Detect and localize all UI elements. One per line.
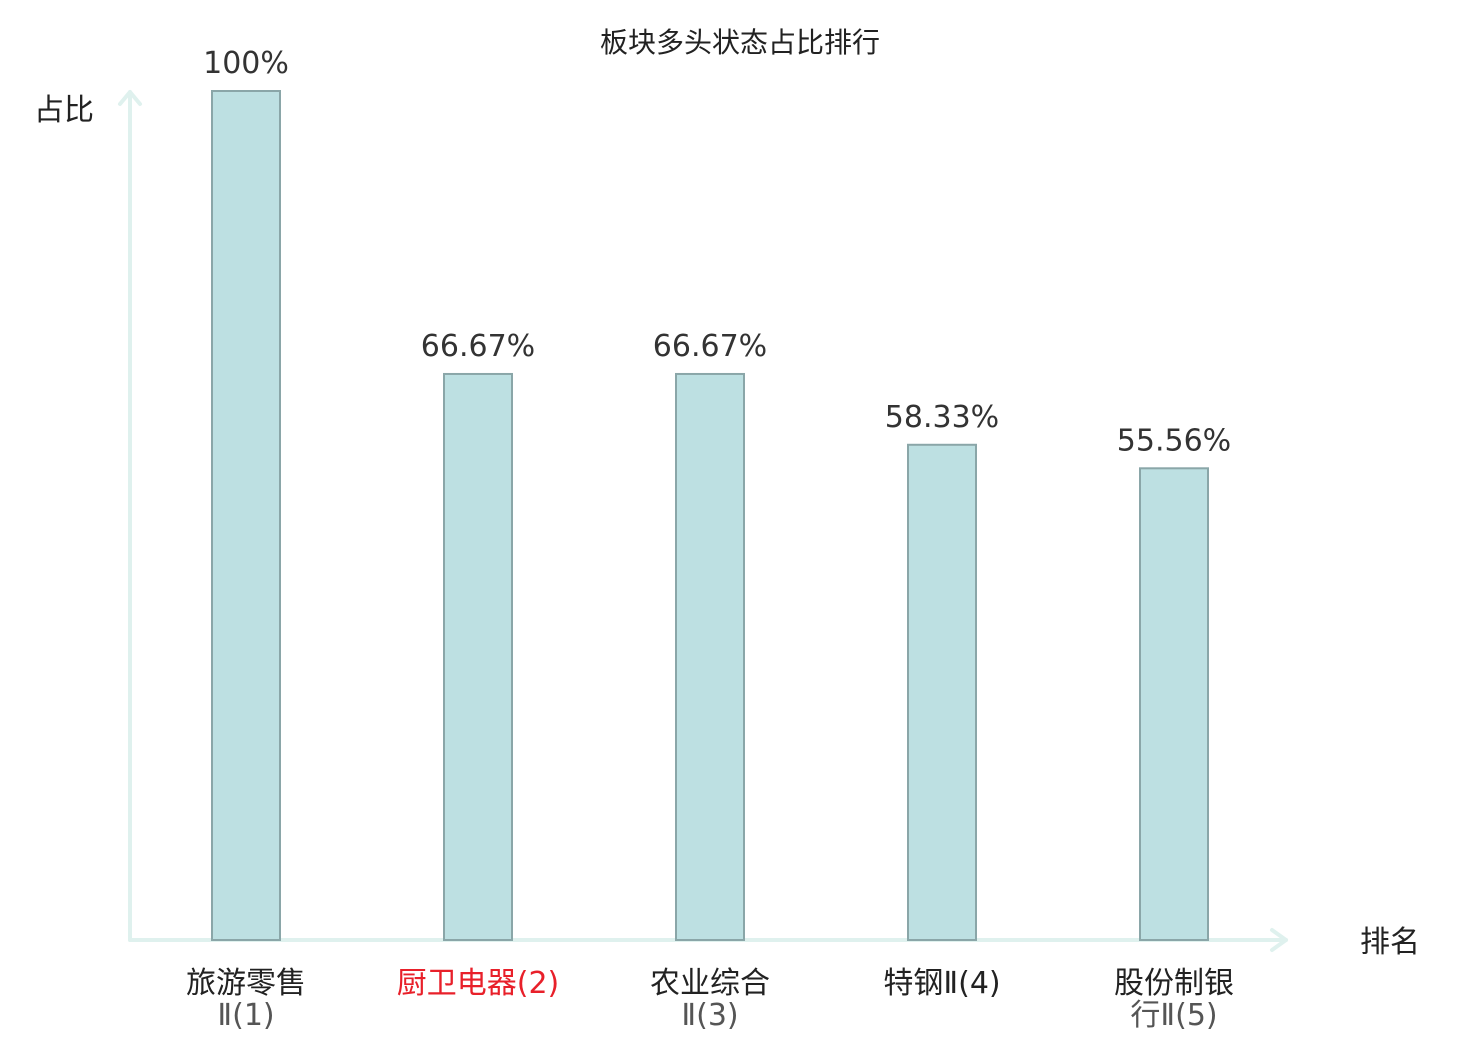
x-axis-label: 排名: [1360, 925, 1420, 960]
category-label-1-line2: Ⅱ(1): [217, 998, 274, 1033]
bar-2: [443, 372, 513, 942]
category-label-4: 特钢Ⅱ(4): [883, 966, 1000, 1001]
value-label-3: 66.67%: [653, 329, 767, 364]
category-label-5: 股份制银: [1114, 966, 1234, 1001]
bars-group: [211, 90, 1209, 942]
category-label-2: 厨卫电器(2): [397, 966, 560, 1001]
bar-4: [907, 443, 977, 941]
y-axis-label: 占比: [34, 93, 94, 128]
value-label-5: 55.56%: [1117, 423, 1231, 458]
category-label-5-line2: 行Ⅱ(5): [1130, 998, 1217, 1033]
category-label-3-line2: Ⅱ(3): [681, 998, 738, 1033]
bar-5: [1139, 467, 1209, 941]
value-label-4: 58.33%: [885, 400, 999, 435]
x-axis-arrow-icon: [1270, 928, 1288, 952]
value-label-2: 66.67%: [421, 329, 535, 364]
chart-title: 板块多头状态占比排行: [600, 26, 880, 59]
category-label-3: 农业综合: [650, 966, 770, 1001]
bar-3: [675, 372, 745, 942]
bar-1: [211, 90, 281, 941]
value-label-1: 100%: [203, 46, 289, 81]
category-label-1: 旅游零售: [186, 966, 306, 1001]
y-axis-arrow-icon: [118, 90, 142, 106]
value-labels-group: 100% 66.67% 66.67% 58.33% 55.56%: [203, 46, 1231, 458]
